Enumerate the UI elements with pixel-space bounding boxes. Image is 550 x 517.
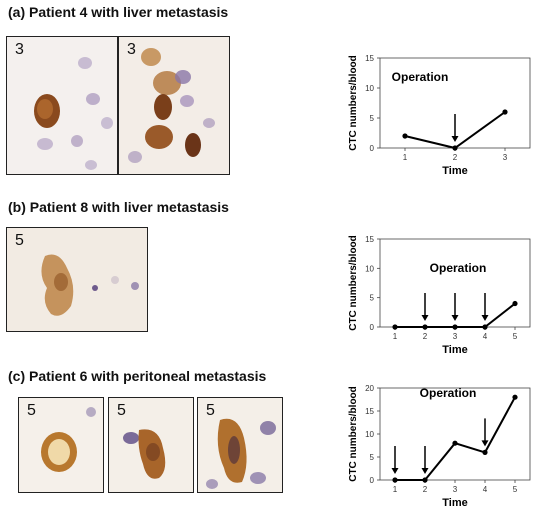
x-tick-label: 5 xyxy=(513,485,518,494)
panel-a-title: (a) Patient 4 with liver metastasis xyxy=(8,4,229,20)
data-point xyxy=(392,324,398,330)
x-tick-label: 2 xyxy=(423,485,428,494)
y-tick-label: 15 xyxy=(365,407,374,416)
image-magnification-label: 5 xyxy=(206,402,215,419)
data-point xyxy=(402,133,408,139)
image-magnification-label: 3 xyxy=(127,41,136,58)
panel-b-micrograph-1: 5 xyxy=(6,227,148,332)
image-magnification-label: 5 xyxy=(15,232,24,249)
x-tick-label: 1 xyxy=(393,485,398,494)
operation-arrow-head xyxy=(391,468,399,474)
micrograph-cells xyxy=(119,37,229,174)
x-tick-label: 2 xyxy=(423,332,428,341)
y-axis-label: CTC numbers/blood xyxy=(348,386,359,482)
operation-arrow-head xyxy=(451,315,459,321)
micrograph-cells xyxy=(7,37,117,174)
x-tick-label: 4 xyxy=(483,332,488,341)
data-point xyxy=(452,324,458,330)
panel-c-micrograph-2: 5 xyxy=(108,397,194,493)
x-tick-label: 3 xyxy=(503,153,508,162)
y-tick-label: 0 xyxy=(370,476,375,485)
operation-annotation: Operation xyxy=(420,386,477,400)
y-axis-label: CTC numbers/blood xyxy=(348,235,359,331)
y-tick-label: 5 xyxy=(370,294,375,303)
data-point xyxy=(482,324,488,330)
x-axis-label: Time xyxy=(442,165,467,177)
panel-a-micrograph-2: 3 xyxy=(118,36,230,175)
image-magnification-label: 5 xyxy=(117,402,126,419)
micrograph-cells xyxy=(19,398,103,492)
operation-annotation: Operation xyxy=(392,70,449,84)
data-point xyxy=(482,449,488,455)
x-tick-label: 1 xyxy=(403,153,408,162)
y-tick-label: 20 xyxy=(365,384,374,393)
y-tick-label: 0 xyxy=(370,144,375,153)
data-point xyxy=(512,300,518,307)
x-tick-label: 3 xyxy=(453,332,458,341)
operation-arrow-head xyxy=(421,315,429,321)
operation-arrow-head xyxy=(421,468,429,474)
panel-a-micrograph-1: 3 xyxy=(6,36,118,175)
panel-c-chart: 0 5 10 15 20 1 2 3 4 5 Time CTC numbers/blood Operat… xyxy=(348,384,531,509)
operation-arrow-head xyxy=(481,440,489,447)
x-tick-label: 2 xyxy=(453,153,458,162)
x-tick-label: 5 xyxy=(513,332,518,341)
data-point xyxy=(422,477,428,483)
panel-c-micrograph-1: 5 xyxy=(18,397,104,493)
micrograph-cells xyxy=(7,228,147,331)
x-tick-label: 4 xyxy=(483,485,488,494)
panel-c-title: (c) Patient 6 with peritoneal metastasis xyxy=(8,368,267,384)
operation-arrow-head xyxy=(481,315,489,321)
y-tick-label: 15 xyxy=(365,54,374,63)
image-magnification-label: 3 xyxy=(15,41,24,58)
data-line xyxy=(395,396,516,481)
y-tick-label: 5 xyxy=(370,114,375,123)
image-magnification-label: 5 xyxy=(27,402,36,419)
y-tick-label: 5 xyxy=(370,453,375,462)
micrograph-cells xyxy=(198,398,282,492)
x-tick-label: 1 xyxy=(393,332,398,341)
y-tick-label: 10 xyxy=(365,430,374,439)
operation-annotation: Operation xyxy=(430,261,487,275)
y-tick-label: 0 xyxy=(370,323,375,332)
data-point xyxy=(452,440,458,446)
data-point xyxy=(512,394,518,400)
y-tick-label: 10 xyxy=(365,84,374,93)
x-axis-label: Time xyxy=(442,344,467,356)
panel-a-chart: 0 5 10 15 1 2 3 Time CTC numbers/blood Operation xyxy=(348,54,531,177)
micrograph-cells xyxy=(109,398,193,492)
y-axis-label: CTC numbers/blood xyxy=(348,55,359,151)
y-tick-label: 15 xyxy=(365,235,374,244)
operation-arrow-head xyxy=(451,136,459,142)
panel-b-title: (b) Patient 8 with liver metastasis xyxy=(8,199,229,215)
x-axis-label: Time xyxy=(442,497,467,509)
data-point xyxy=(422,324,428,330)
plot-frame xyxy=(379,387,531,481)
panel-c-micrograph-3: 5 xyxy=(197,397,283,493)
panel-b-chart: 0 5 10 15 1 2 3 4 5 Time CTC numbers/blood Operatio… xyxy=(348,235,531,356)
x-tick-label: 3 xyxy=(453,485,458,494)
data-point xyxy=(452,145,458,151)
data-point xyxy=(502,109,508,115)
data-point xyxy=(392,477,398,483)
y-tick-label: 10 xyxy=(365,264,374,273)
